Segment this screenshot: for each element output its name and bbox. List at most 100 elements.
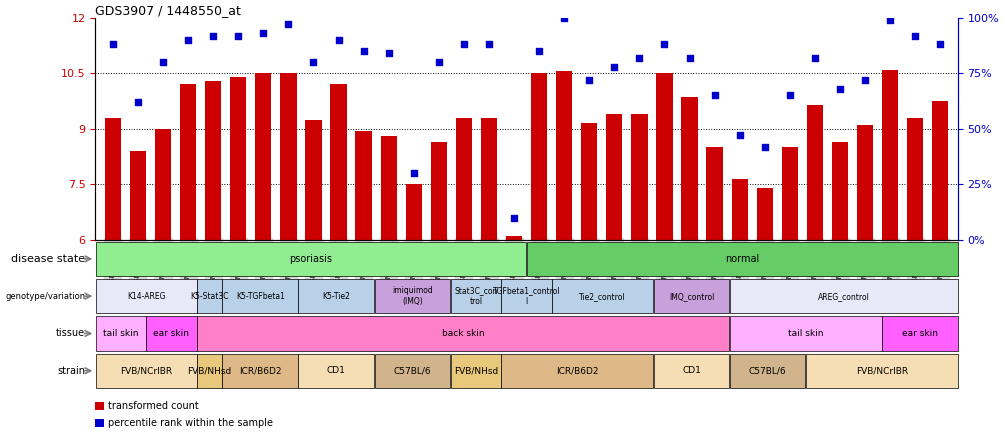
- Text: back skin: back skin: [442, 329, 484, 338]
- Text: FVB/NHsd: FVB/NHsd: [187, 366, 231, 375]
- Bar: [806, 105, 823, 240]
- Bar: [196, 353, 221, 388]
- Text: C57BL/6: C57BL/6: [748, 366, 786, 375]
- Text: disease state: disease state: [11, 254, 85, 264]
- Bar: [355, 131, 372, 240]
- Bar: [906, 118, 923, 240]
- Bar: [95, 353, 196, 388]
- Text: tail skin: tail skin: [103, 329, 138, 338]
- Point: [857, 76, 873, 83]
- Bar: [154, 129, 171, 240]
- Point: [556, 14, 572, 21]
- Point: [531, 48, 547, 55]
- Point: [907, 32, 923, 39]
- Text: IMQ_control: IMQ_control: [668, 292, 713, 301]
- Text: ear skin: ear skin: [901, 329, 937, 338]
- Point: [506, 214, 522, 221]
- Bar: [196, 279, 221, 313]
- Bar: [480, 118, 497, 240]
- Point: [256, 30, 272, 37]
- Bar: [222, 279, 298, 313]
- Bar: [450, 279, 500, 313]
- Text: C57BL/6: C57BL/6: [393, 366, 431, 375]
- Bar: [729, 353, 805, 388]
- Bar: [580, 123, 597, 240]
- Bar: [104, 118, 121, 240]
- Text: K5-Stat3C: K5-Stat3C: [190, 292, 228, 301]
- Bar: [730, 179, 747, 240]
- Text: genotype/variation: genotype/variation: [5, 292, 85, 301]
- Bar: [526, 242, 957, 276]
- Bar: [729, 279, 957, 313]
- Text: ICR/B6D2: ICR/B6D2: [238, 366, 282, 375]
- Point: [706, 92, 722, 99]
- Bar: [95, 316, 145, 351]
- Point: [832, 85, 848, 92]
- Text: ICR/B6D2: ICR/B6D2: [555, 366, 598, 375]
- Bar: [530, 73, 547, 240]
- Text: Stat3C_con
trol: Stat3C_con trol: [454, 286, 497, 306]
- Text: FVB/NHsd: FVB/NHsd: [453, 366, 497, 375]
- Point: [757, 143, 773, 150]
- Point: [281, 21, 297, 28]
- Bar: [756, 188, 773, 240]
- Bar: [299, 353, 374, 388]
- Point: [331, 36, 347, 44]
- Point: [606, 63, 622, 70]
- Point: [932, 41, 948, 48]
- Text: FVB/NCrIBR: FVB/NCrIBR: [855, 366, 907, 375]
- Bar: [856, 125, 873, 240]
- Point: [807, 54, 823, 61]
- Point: [406, 170, 422, 177]
- Bar: [95, 242, 526, 276]
- Point: [782, 92, 798, 99]
- Text: strain: strain: [57, 366, 85, 376]
- Bar: [605, 114, 622, 240]
- Point: [155, 59, 171, 66]
- Point: [356, 48, 372, 55]
- Bar: [222, 353, 298, 388]
- Bar: [881, 70, 898, 240]
- Bar: [129, 151, 146, 240]
- Bar: [729, 316, 881, 351]
- Bar: [299, 279, 374, 313]
- Point: [656, 41, 672, 48]
- Bar: [196, 316, 728, 351]
- Bar: [501, 279, 551, 313]
- Bar: [805, 353, 957, 388]
- Text: K14-AREG: K14-AREG: [126, 292, 165, 301]
- Bar: [505, 236, 522, 240]
- Point: [731, 132, 747, 139]
- Point: [681, 54, 697, 61]
- Text: CD1: CD1: [681, 366, 700, 375]
- Bar: [405, 184, 422, 240]
- Point: [581, 76, 597, 83]
- Bar: [330, 84, 347, 240]
- Point: [631, 54, 647, 61]
- Bar: [95, 401, 104, 410]
- Text: TGFbeta1_control
l: TGFbeta1_control l: [492, 286, 560, 306]
- Bar: [255, 73, 272, 240]
- Point: [882, 16, 898, 24]
- Bar: [430, 142, 447, 240]
- Bar: [179, 84, 196, 240]
- Text: AREG_control: AREG_control: [817, 292, 869, 301]
- Text: CD1: CD1: [327, 366, 346, 375]
- Bar: [653, 279, 728, 313]
- Point: [456, 41, 472, 48]
- Bar: [455, 118, 472, 240]
- Bar: [204, 81, 221, 240]
- Text: K5-Tie2: K5-Tie2: [322, 292, 350, 301]
- Bar: [501, 353, 652, 388]
- Bar: [881, 316, 957, 351]
- Bar: [146, 316, 196, 351]
- Point: [205, 32, 221, 39]
- Text: FVB/NCrIBR: FVB/NCrIBR: [120, 366, 172, 375]
- Text: psoriasis: psoriasis: [290, 254, 332, 264]
- Text: imiquimod
(IMQ): imiquimod (IMQ): [392, 286, 432, 306]
- Text: Tie2_control: Tie2_control: [579, 292, 625, 301]
- Text: tail skin: tail skin: [788, 329, 823, 338]
- Bar: [305, 119, 322, 240]
- Point: [306, 59, 322, 66]
- Bar: [653, 353, 728, 388]
